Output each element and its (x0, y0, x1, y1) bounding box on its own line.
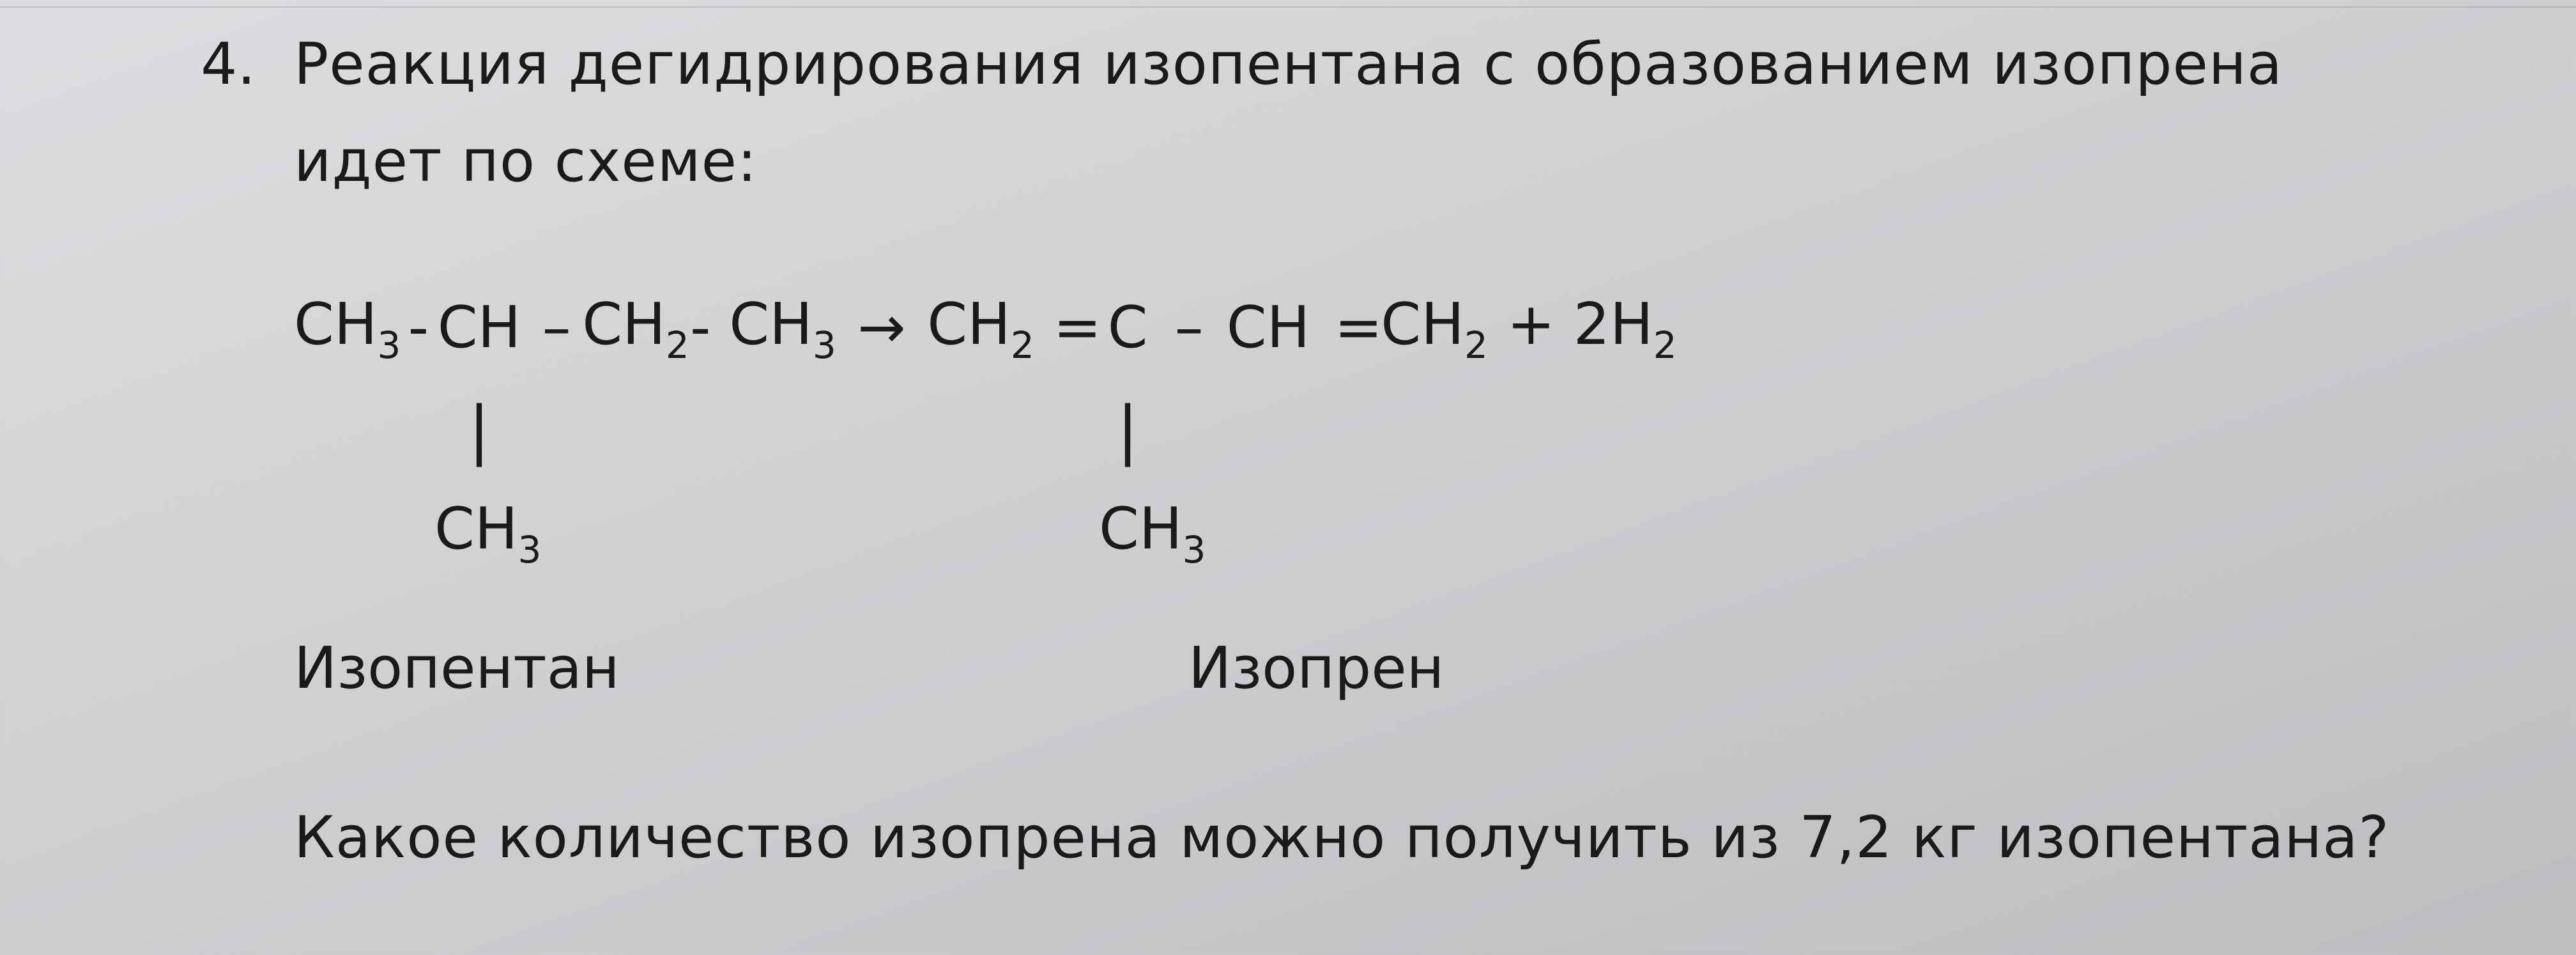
vbar-product: | (1099, 392, 1156, 469)
r-ch2: CH2 (581, 286, 690, 369)
arrow: → (837, 290, 926, 366)
label-isoprene: Изопрен (1188, 635, 1444, 702)
r-dash2: - (690, 290, 728, 366)
formula-vbar-row: | | (294, 392, 2492, 469)
plus-2h2: + 2H2 (1489, 286, 1648, 369)
vbar-reactant: | (434, 392, 524, 469)
problem-line1: Реакция дегидрирования изопентана с обра… (294, 26, 2283, 104)
p-eq1: = (1035, 290, 1099, 366)
problem-page: 4. Реакция дегидрирования изопентана с о… (192, 26, 2492, 871)
problem-line2: идет по схеме: (294, 123, 757, 201)
p-ch: CH (1220, 290, 1316, 366)
label-isopentane: Изопентан (294, 635, 1188, 702)
r-bond1: – (524, 290, 581, 366)
problem-number: 4. (192, 26, 256, 104)
formula-main-row: CH3 - CH – CH2 - CH3 → CH2 = C – CH = CH… (294, 290, 2492, 366)
branch-product: CH3 (1099, 491, 1156, 574)
problem-heading: 4. Реакция дегидрирования изопентана с о… (192, 26, 2492, 104)
p-ch2-b: CH2 (1380, 286, 1489, 369)
r-ch3-a: CH3 (294, 286, 390, 369)
p-eq2: = (1316, 290, 1380, 366)
r-ch3-b: CH3 (728, 286, 837, 369)
r-ch: CH (434, 290, 524, 366)
formula-branch-row: CH3 CH3 (294, 494, 2492, 571)
compound-labels: Изопентан Изопрен (294, 635, 2492, 702)
p-c: C (1099, 290, 1156, 366)
branch-reactant: CH3 (434, 491, 524, 574)
p-ch2-a: CH2 (926, 286, 1035, 369)
question-text: Какое количество изопрена можно получить… (294, 804, 2492, 871)
p-bond1: – (1156, 290, 1220, 366)
problem-heading-cont: идет по схеме: (192, 123, 2492, 201)
reaction-scheme: CH3 - CH – CH2 - CH3 → CH2 = C – CH = CH… (294, 290, 2492, 571)
